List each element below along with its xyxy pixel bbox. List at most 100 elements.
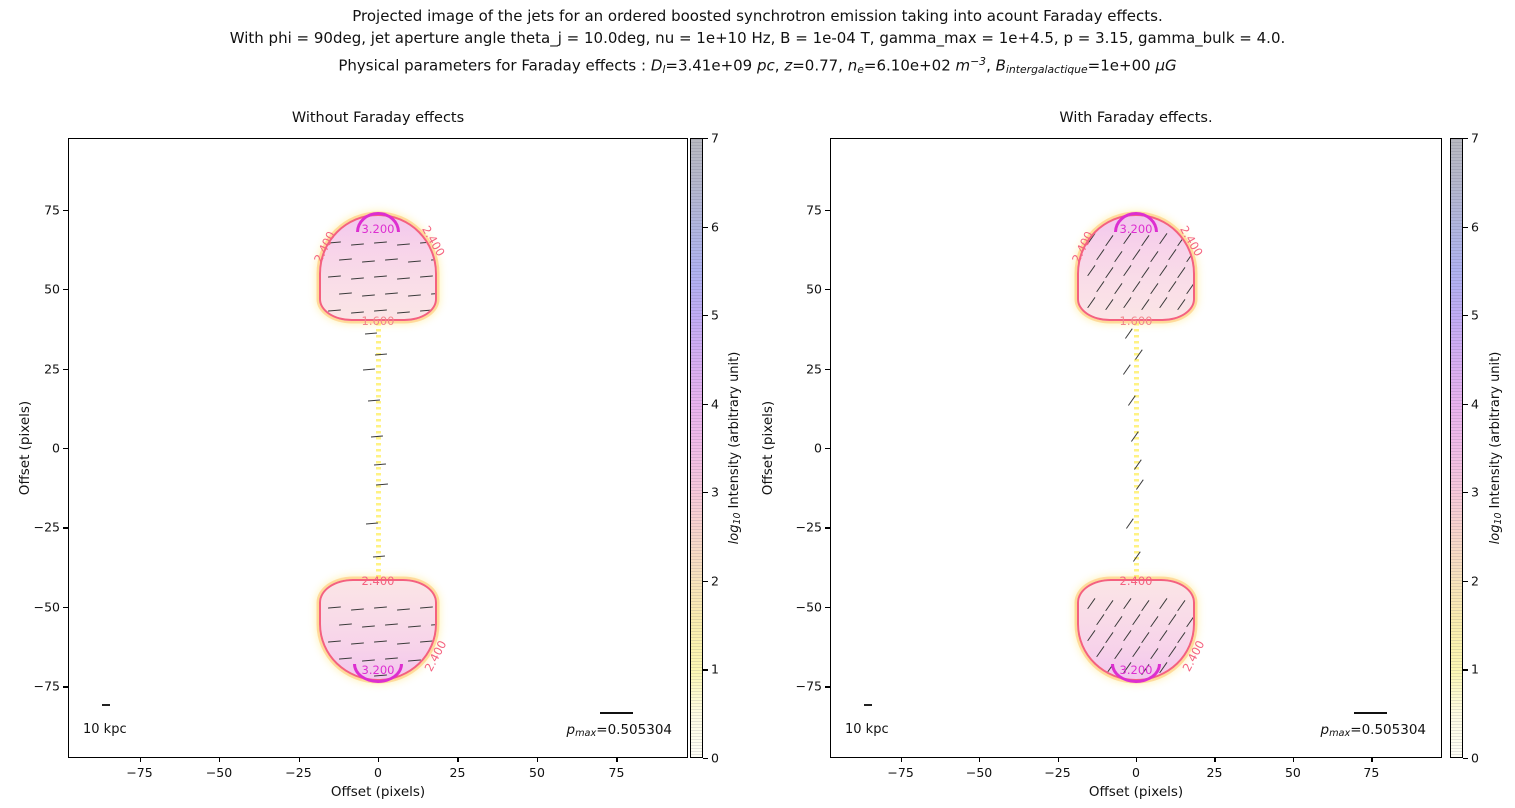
- x-tick-mark: [616, 757, 618, 762]
- polarization-tick: [1122, 364, 1131, 376]
- polarization-tick: [419, 309, 434, 312]
- polarization-tick: [1105, 631, 1114, 644]
- polarization-tick: [1159, 629, 1168, 642]
- cb-tick-mark: [1463, 226, 1468, 228]
- polarization-tick: [1132, 551, 1141, 562]
- x-tick-mark: [900, 757, 902, 762]
- y-tick-label: −75: [33, 678, 60, 694]
- x-tick-labels-left: −75 −50 −25 0 25 50 75: [68, 763, 688, 781]
- x-tick-label: 0: [374, 765, 382, 780]
- polarization-tick: [407, 625, 422, 628]
- polarization-tick: [327, 606, 342, 609]
- polarization-tick: [1096, 613, 1105, 626]
- y-tick-labels-left: 75 50 25 0 −25 −50 −75: [22, 138, 60, 758]
- y-tick-label: 0: [52, 440, 60, 456]
- jet-column: [1122, 323, 1144, 579]
- cb-tick-label: 2: [1471, 573, 1479, 589]
- cb-tick-label: 3: [1471, 484, 1479, 500]
- pmax-vector-bar: [600, 712, 633, 714]
- colorbar-label-left: log10 Intensity (arbitrary unit): [726, 351, 744, 545]
- y-tick-label: 50: [44, 281, 60, 297]
- y-axis-label-left: Offset (pixels): [17, 400, 33, 496]
- polarization-tick: [362, 368, 375, 371]
- x-tick-mark: [298, 757, 300, 762]
- polarization-tick: [396, 642, 411, 645]
- x-tick-label: 0: [1132, 765, 1140, 780]
- cb-tick-mark: [1463, 403, 1468, 405]
- colorbar-tick-marks-left: [703, 138, 708, 760]
- polarization-tick: [1133, 459, 1142, 470]
- jet-lobe-top: 3.200 2.400 2.400 1.600: [311, 212, 448, 328]
- x-tick-mark: [457, 757, 459, 762]
- polarization-tick: [396, 243, 411, 246]
- scale-annotation: 10 kpc: [83, 722, 127, 737]
- polarization-tick: [430, 292, 435, 295]
- polarization-tick: [372, 555, 385, 558]
- x-tick-mark: [1214, 757, 1216, 762]
- cb-tick-label: 6: [1471, 219, 1479, 235]
- plot-area-left: 3.200 2.400 2.400 1.600 2.400 2.400 3.20…: [68, 138, 688, 758]
- x-tick-label: 75: [1363, 765, 1380, 780]
- polarization-tick: [1141, 298, 1150, 311]
- x-tick-label: −75: [887, 765, 914, 780]
- x-tick-mark: [1371, 757, 1373, 762]
- x-tick-mark: [536, 757, 539, 762]
- polarization-tick: [384, 292, 399, 295]
- cb-tick-label: 4: [1471, 396, 1479, 412]
- scale-bar: [864, 704, 872, 706]
- polarization-tick: [419, 674, 434, 677]
- x-tick-label: −25: [285, 765, 312, 780]
- y-tick-labels-right: 75 50 25 0 −25 −50 −75: [784, 138, 822, 758]
- polarization-tick: [1105, 234, 1114, 247]
- polarization-tick: [361, 294, 376, 297]
- polarization-tick: [327, 640, 342, 643]
- cb-tick-label: 5: [711, 307, 719, 323]
- cb-tick-mark: [703, 226, 708, 228]
- polarization-tick: [375, 483, 388, 487]
- cb-tick-mark: [703, 669, 708, 671]
- polarization-tick: [407, 294, 422, 297]
- cb-tick-label: 7: [1471, 130, 1479, 146]
- colorbar-tick-labels-left: 0 1 2 3 4 5 6 7: [711, 131, 733, 766]
- polarization-tick: [1114, 282, 1123, 295]
- panel-title-right: With Faraday effects.: [1059, 110, 1213, 126]
- y-tick-mark: [825, 368, 830, 370]
- cb-tick-mark: [703, 580, 708, 583]
- polarization-tick: [1087, 597, 1096, 610]
- colorbar-tick-marks-right: [1463, 138, 1468, 760]
- polarization-tick: [1177, 298, 1186, 311]
- polarization-tick: [1132, 613, 1141, 626]
- polarization-tick: [1159, 232, 1168, 245]
- polarization-tick: [1150, 250, 1159, 263]
- polarization-tick: [361, 625, 376, 628]
- x-tick-label: 50: [1284, 765, 1301, 780]
- polarization-tick: [373, 275, 388, 278]
- polarization-tick: [350, 642, 365, 645]
- polarization-tick: [384, 623, 399, 626]
- y-tick-label: −50: [795, 599, 822, 615]
- y-tick-mark: [63, 527, 68, 529]
- scale-annotation: 10 kpc: [845, 722, 889, 737]
- contour-label-3200: 3.200: [1119, 222, 1153, 236]
- polarization-tick: [396, 676, 411, 679]
- x-tick-mark: [1057, 757, 1059, 762]
- x-tick-label: 75: [608, 765, 625, 780]
- polarization-tick: [384, 258, 399, 261]
- polarization-tick: [1096, 248, 1105, 261]
- polarization-tick: [361, 260, 376, 263]
- cb-tick-mark: [1463, 758, 1468, 760]
- panel-title-left: Without Faraday effects: [291, 110, 465, 126]
- y-tick-mark: [825, 606, 830, 609]
- jet-lobe-top: 3.200 2.400 2.400 1.600: [1069, 212, 1206, 328]
- y-tick-label: 25: [44, 361, 60, 376]
- y-tick-mark: [825, 448, 830, 450]
- polarization-tick: [1141, 631, 1150, 644]
- colorbar-tick-labels-right: 0 1 2 3 4 5 6 7: [1471, 131, 1493, 766]
- cb-tick-label: 5: [1471, 307, 1479, 323]
- y-tick-mark: [63, 448, 68, 450]
- polarization-tick: [1150, 647, 1159, 660]
- contour-label-1600: 1.600: [1119, 314, 1153, 328]
- y-tick-label: 75: [806, 202, 822, 218]
- polarization-tick: [374, 353, 387, 356]
- cb-tick-label: 3: [711, 484, 719, 500]
